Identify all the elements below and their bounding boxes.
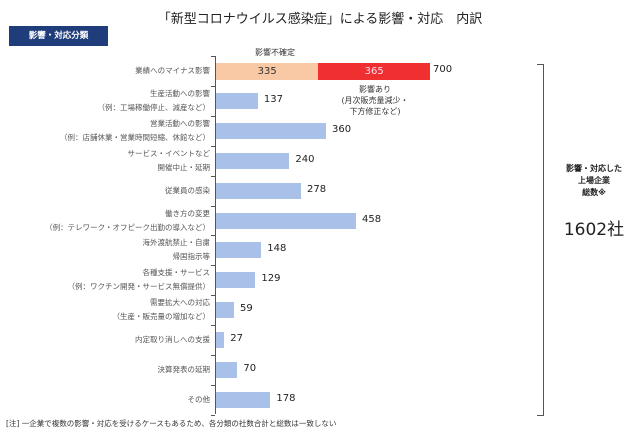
category-label-line: 海外渡航禁止・自粛 bbox=[142, 238, 211, 248]
category-label-line: （例：テレワーク・オフピーク出勤の導入など） bbox=[45, 222, 210, 232]
annotation-line: (月次販売量減少・ bbox=[341, 96, 409, 105]
category-label-line: （例：工場稼働停止、減産など） bbox=[97, 102, 211, 112]
axis-tick bbox=[211, 235, 215, 237]
axis-tick bbox=[211, 325, 215, 327]
category-label: 営業活動への影響 （例：店舗休業・営業時間短縮、休館など） bbox=[60, 117, 210, 145]
data-label: 129 bbox=[261, 273, 281, 285]
bar bbox=[216, 242, 262, 259]
category-label-line: 開催中止・延期 bbox=[157, 162, 211, 172]
category-label-line: 帰国指示等 bbox=[172, 252, 211, 262]
category-label-line: 各種支援・サービス bbox=[142, 268, 211, 278]
axis-tick bbox=[211, 115, 215, 117]
summary-label-line: 影響・対応した bbox=[566, 164, 622, 173]
category-label: 決算発表の延期 bbox=[158, 363, 211, 377]
axis-tick bbox=[211, 414, 215, 416]
bar bbox=[216, 122, 327, 139]
data-label: 178 bbox=[276, 392, 296, 404]
category-label: 海外渡航禁止・自粛帰国指示等 bbox=[143, 236, 211, 264]
category-badge: 影響・対応分類 bbox=[9, 26, 108, 46]
data-label: 240 bbox=[295, 153, 315, 165]
category-label: 働き方の変更 （例：テレワーク・オフピーク出勤の導入など） bbox=[45, 207, 210, 235]
annotation-uncertain: 影響不確定 bbox=[255, 48, 295, 57]
category-label: 生産活動への影響 （例：工場稼働停止、減産など） bbox=[98, 87, 211, 115]
category-label-line: サービス・イベントなど bbox=[127, 148, 211, 158]
data-label: 360 bbox=[332, 123, 352, 135]
data-label: 458 bbox=[362, 213, 382, 225]
category-label-line: 需要拡大への対応 bbox=[150, 298, 210, 308]
category-label-line: 決算発表の延期 bbox=[157, 365, 211, 374]
bar bbox=[216, 272, 256, 289]
category-label-line: 働き方の変更 bbox=[165, 208, 210, 218]
category-label-line: 内定取り消しへの支援 bbox=[135, 335, 210, 345]
annotation-line: 影響あり bbox=[359, 85, 391, 94]
bar bbox=[216, 362, 238, 378]
chart-title: 「新型コロナウイルス感染症」による影響・対応 内訳 bbox=[157, 12, 483, 27]
summary-label-line: 上場企業 bbox=[578, 176, 610, 185]
category-label: 各種支援・サービス （例：ワクチン開発・サービス無償提供） bbox=[68, 266, 211, 294]
axis-tick bbox=[211, 85, 215, 87]
data-label: 70 bbox=[243, 363, 257, 374]
category-label-line: 営業活動への影響 bbox=[150, 118, 210, 128]
y-axis bbox=[215, 56, 216, 414]
summary-label-line: 総数※ bbox=[582, 188, 606, 197]
data-label: 27 bbox=[230, 333, 243, 345]
category-label-line: 従業員の感染 bbox=[165, 185, 210, 195]
axis-tick bbox=[211, 175, 215, 177]
category-label-line: （例：ワクチン開発・サービス無償提供） bbox=[67, 282, 211, 292]
data-label: 59 bbox=[240, 303, 253, 315]
category-label-line: （例：店舗休業・営業時間短縮、休館など） bbox=[60, 132, 210, 142]
footnote: [注] 一企業で複数の影響・対応を受けるケースもあるため、各分類の社数合計と総数… bbox=[6, 419, 337, 428]
annotation-line: 下方修正など) bbox=[349, 107, 401, 116]
category-label-line: 業績へのマイナス影響 bbox=[135, 66, 210, 75]
data-label: 137 bbox=[263, 93, 283, 105]
axis-tick bbox=[211, 265, 215, 267]
category-label: 需要拡大への対応 （生産・販売量の増加など） bbox=[113, 296, 211, 324]
category-label: その他 bbox=[188, 393, 211, 407]
bar-segment-uncertain: 335 bbox=[216, 63, 319, 80]
axis-tick bbox=[211, 384, 215, 386]
category-label: 従業員の感染 bbox=[165, 184, 210, 198]
bar-segment-confirmed: 365 bbox=[318, 63, 430, 80]
data-label: 700 bbox=[433, 64, 453, 75]
category-label: 内定取り消しへの支援 bbox=[135, 333, 210, 347]
axis-tick bbox=[211, 295, 215, 297]
bar bbox=[216, 92, 258, 109]
category-label-line: （生産・販売量の増加など） bbox=[112, 312, 211, 322]
bar bbox=[216, 332, 225, 349]
data-label: 278 bbox=[306, 183, 327, 195]
category-label: サービス・イベントなど開催中止・延期 bbox=[128, 147, 211, 175]
bar bbox=[216, 212, 357, 229]
bar bbox=[216, 391, 271, 408]
bar bbox=[216, 182, 301, 199]
bar bbox=[216, 152, 290, 169]
summary-label: 影響・対応した 上場企業 総数※ bbox=[548, 163, 640, 199]
total-companies: 1602社 bbox=[563, 220, 625, 240]
annotation-confirmed: 影響あり (月次販売量減少・ 下方修正など) bbox=[325, 84, 425, 117]
bar bbox=[216, 302, 235, 319]
category-label-line: 生産活動への影響 bbox=[150, 88, 210, 98]
axis-tick bbox=[211, 145, 215, 147]
axis-tick bbox=[211, 355, 215, 356]
total-bracket bbox=[537, 64, 544, 416]
data-label: 148 bbox=[267, 243, 287, 255]
category-label: 業績へのマイナス影響 bbox=[135, 64, 210, 78]
axis-tick bbox=[211, 205, 215, 207]
axis-tick bbox=[211, 56, 215, 57]
category-label-line: その他 bbox=[187, 394, 211, 404]
